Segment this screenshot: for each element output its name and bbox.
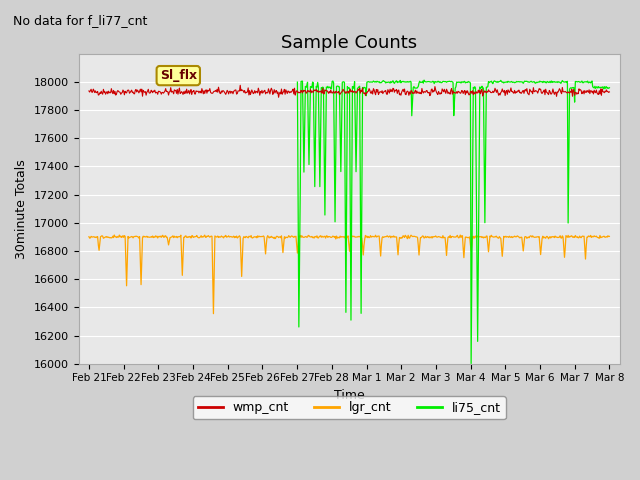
Title: Sample Counts: Sample Counts: [281, 34, 417, 52]
Text: Sl_flx: Sl_flx: [160, 69, 197, 82]
Text: No data for f_li77_cnt: No data for f_li77_cnt: [13, 14, 147, 27]
X-axis label: Time: Time: [334, 389, 365, 402]
Y-axis label: 30minute Totals: 30minute Totals: [15, 159, 28, 259]
Legend: wmp_cnt, lgr_cnt, li75_cnt: wmp_cnt, lgr_cnt, li75_cnt: [193, 396, 506, 420]
